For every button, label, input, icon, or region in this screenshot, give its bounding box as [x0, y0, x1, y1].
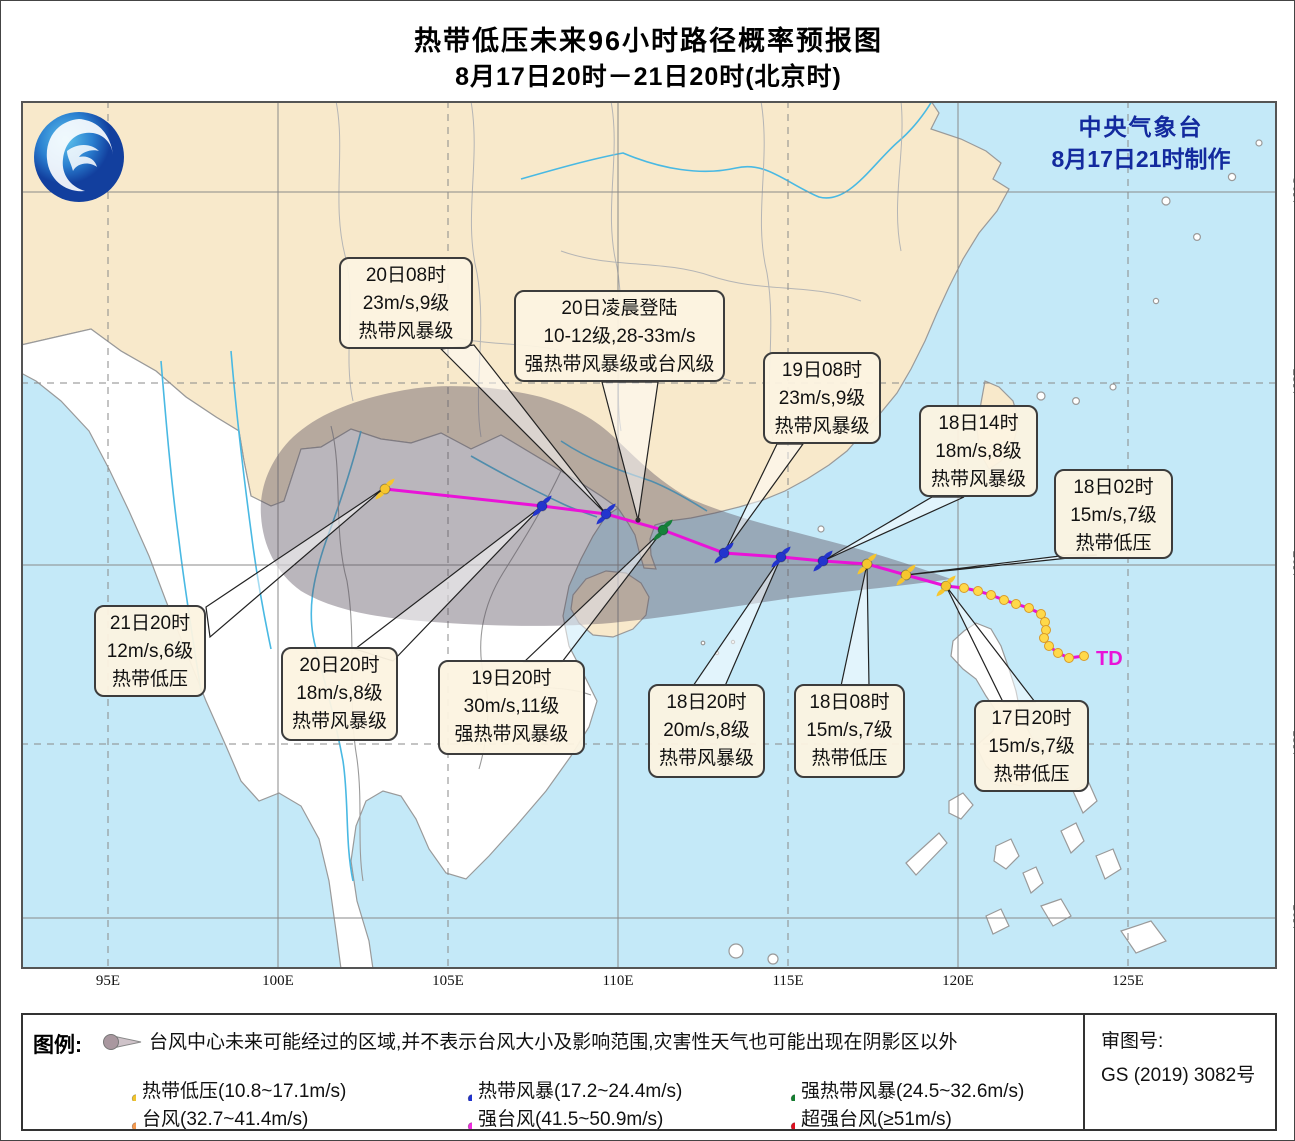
- callout-wind: 20m/s,8级: [663, 720, 750, 741]
- lat-label: 15N: [1289, 729, 1295, 756]
- page-title: 热带低压未来96小时路径概率预报图: [413, 26, 884, 56]
- lat-label: 25N: [1289, 368, 1295, 395]
- legend-item-label: 强热带风暴(24.5~32.6m/s): [801, 1081, 1025, 1102]
- lon-label: 115E: [772, 973, 804, 989]
- callout-18d14h: 18日14时 18m/s,8级 热带风暴级: [919, 405, 1038, 497]
- cyclone-icon: [455, 1079, 472, 1101]
- probability-cone: [260, 386, 951, 626]
- callout-17d20h: 17日20时 15m/s,7级 热带低压: [974, 700, 1089, 792]
- callout-status: 热带风暴级: [358, 321, 454, 342]
- landfall-point: [635, 517, 641, 523]
- rivers: [160, 101, 933, 882]
- callout-time: 17日20时: [991, 708, 1072, 729]
- cyclone-icon: [455, 1107, 472, 1129]
- legend-item: 强台风(41.5~50.9m/s): [455, 1104, 663, 1131]
- agency-stamp: 中央气象台 8月17日21时制作: [1021, 111, 1261, 175]
- callout-status: 热带低压: [993, 764, 1070, 785]
- legend-item: 热带风暴(17.2~24.4m/s): [455, 1076, 682, 1103]
- td-label: TD: [1096, 648, 1123, 670]
- typhoon-track: TD: [374, 478, 1123, 670]
- lat-label: 10N: [1289, 903, 1295, 930]
- callout-wind: 10-12级,28-33m/s: [543, 326, 696, 347]
- page-subtitle: 8月17日20时－21日20时(北京时): [455, 63, 842, 91]
- legend-item: 强热带风暴(24.5~32.6m/s): [778, 1076, 1024, 1103]
- agency-issued: 8月17日21时制作: [1051, 146, 1231, 172]
- callout-18d02h: 18日02时 15m/s,7级 热带低压: [1054, 469, 1173, 559]
- callout-time: 18日20时: [666, 692, 747, 713]
- callout-wind: 18m/s,8级: [935, 441, 1022, 462]
- callout-status: 热带低压: [811, 748, 888, 769]
- callout-wind: 30m/s,11级: [463, 696, 560, 717]
- agency-name: 中央气象台: [1078, 114, 1204, 140]
- callout-wind: 23m/s,9级: [778, 388, 866, 409]
- legend: 图例: 台风中心未来可能经过的区域,并不表示台风大小及影响范围,灾害性天气也可能…: [21, 1013, 1277, 1131]
- callout-time: 19日20时: [471, 668, 552, 689]
- approval-cell: 审图号: GS (2019) 3082号: [1083, 1015, 1277, 1129]
- legend-item: 超强台风(≥51m/s): [778, 1104, 952, 1131]
- map-frame: [21, 101, 1277, 969]
- past-track-points: [959, 583, 1089, 663]
- cyclone-icon: [119, 1107, 136, 1129]
- legend-item-label: 台风(32.7~41.4m/s): [142, 1109, 309, 1130]
- lat-label: 30N: [1289, 177, 1295, 204]
- callout-status: 热带风暴级: [774, 416, 870, 437]
- legend-item-label: 热带风暴(17.2~24.4m/s): [478, 1081, 683, 1102]
- cone-icon: [103, 1034, 142, 1050]
- callout-wind: 15m/s,7级: [1070, 505, 1157, 526]
- legend-left: 图例: 台风中心未来可能经过的区域,并不表示台风大小及影响范围,灾害性天气也可能…: [23, 1015, 1083, 1129]
- callout-status: 强热带风暴级或台风级: [524, 354, 715, 375]
- callout-time: 20日凌晨登陆: [561, 298, 678, 319]
- cyclone-icon: [119, 1079, 136, 1101]
- legend-item-label: 热带低压(10.8~17.1m/s): [142, 1081, 347, 1102]
- callout-time: 21日20时: [109, 613, 191, 634]
- lat-label: 20N: [1289, 550, 1295, 577]
- callout-wind: 18m/s,8级: [296, 683, 383, 704]
- legend-item: 热带低压(10.8~17.1m/s): [119, 1076, 346, 1103]
- approval-number: GS (2019) 3082号: [1101, 1065, 1256, 1086]
- legend-cone-note: 台风中心未来可能经过的区域,并不表示台风大小及影响范围,灾害性天气也可能出现在阴…: [149, 1032, 958, 1053]
- legend-title: 图例:: [33, 1034, 82, 1057]
- callout-status: 热带低压: [111, 669, 188, 690]
- callout-19d20h: 19日20时 30m/s,11级 强热带风暴级: [438, 660, 585, 755]
- callout-wind: 15m/s,7级: [806, 720, 893, 741]
- callout-18d20h: 18日20时 20m/s,8级 热带风暴级: [648, 684, 765, 778]
- callout-20d08h: 20日08时 23m/s,9级 热带风暴级: [339, 257, 473, 349]
- callout-status: 热带低压: [1075, 533, 1152, 554]
- lon-label: 95E: [95, 973, 121, 989]
- callout-18d08h: 18日08时 15m/s,7级 热带低压: [794, 684, 905, 778]
- callout-landfall: 20日凌晨登陆 10-12级,28-33m/s 强热带风暴级或台风级: [514, 290, 725, 382]
- callout-status: 热带风暴级: [658, 748, 754, 769]
- lon-label: 125E: [1112, 973, 1144, 989]
- callout-time: 20日08时: [365, 265, 447, 286]
- lon-label: 100E: [262, 973, 294, 989]
- callout-time: 20日20时: [299, 655, 380, 676]
- callout-wind: 23m/s,9级: [362, 293, 450, 314]
- callout-time: 18日14时: [938, 413, 1019, 434]
- legend-item-label: 强台风(41.5~50.9m/s): [478, 1109, 664, 1130]
- callout-status: 热带风暴级: [930, 469, 1026, 490]
- callout-wind: 12m/s,6级: [106, 641, 194, 662]
- lon-label: 120E: [942, 973, 974, 989]
- callout-time: 19日08时: [781, 360, 863, 381]
- legend-item-label: 超强台风(≥51m/s): [801, 1109, 952, 1130]
- callout-21d20h: 21日20时 12m/s,6级 热带低压: [94, 605, 206, 697]
- legend-cone-row: 台风中心未来可能经过的区域,并不表示台风大小及影响范围,灾害性天气也可能出现在阴…: [101, 1027, 958, 1054]
- callout-19d08h: 19日08时 23m/s,9级 热带风暴级: [763, 352, 881, 444]
- approval-label: 审图号:: [1101, 1031, 1164, 1052]
- legend-item: 台风(32.7~41.4m/s): [119, 1104, 308, 1131]
- callout-status: 热带风暴级: [291, 711, 387, 732]
- cma-logo: [34, 112, 124, 202]
- callout-time: 18日02时: [1073, 477, 1154, 498]
- cyclone-icon: [778, 1107, 795, 1129]
- lon-label: 105E: [432, 973, 464, 989]
- callout-20d20h: 20日20时 18m/s,8级 热带风暴级: [281, 647, 398, 741]
- callout-wind: 15m/s,7级: [988, 736, 1075, 757]
- callout-time: 18日08时: [809, 692, 890, 713]
- lon-label: 110E: [602, 973, 634, 989]
- cyclone-icon: [778, 1079, 795, 1101]
- callout-status: 强热带风暴级: [454, 724, 569, 745]
